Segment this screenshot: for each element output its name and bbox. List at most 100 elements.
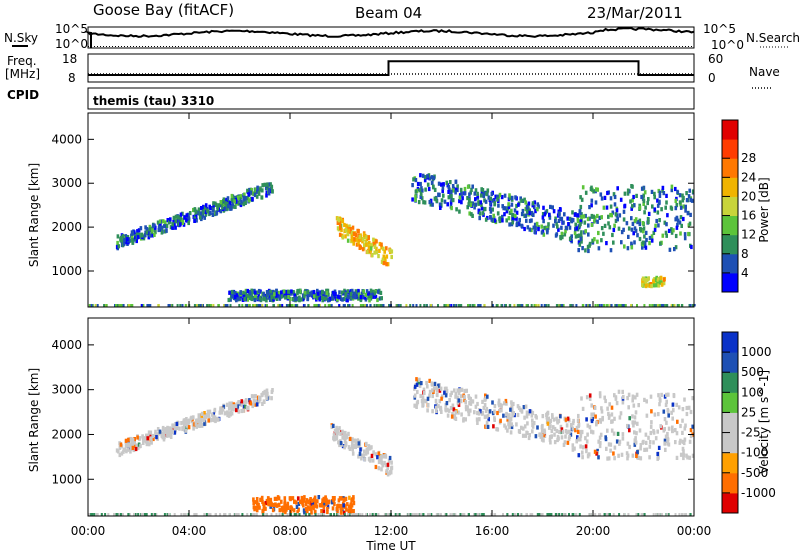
- data-cell: [348, 495, 351, 500]
- data-cell: [133, 439, 136, 444]
- data-cell: [346, 238, 350, 243]
- data-cell: [286, 501, 290, 506]
- data-cell: [672, 408, 675, 413]
- data-cell: [625, 221, 629, 226]
- data-cell: [580, 214, 583, 219]
- data-cell: [674, 428, 677, 433]
- data-cell: [226, 304, 229, 307]
- data-cell: [454, 179, 458, 184]
- data-cell: [568, 236, 572, 241]
- data-cell: [543, 212, 547, 217]
- data-cell: [385, 254, 389, 259]
- data-cell: [426, 174, 429, 179]
- data-cell: [510, 422, 513, 427]
- data-cell: [596, 239, 599, 244]
- data-cell: [283, 505, 286, 510]
- colorbar-swatch: [722, 392, 738, 413]
- data-cell: [312, 294, 316, 299]
- data-cell: [616, 431, 620, 436]
- data-cell: [594, 304, 597, 307]
- data-cell: [542, 433, 546, 438]
- data-cell: [687, 194, 691, 199]
- data-cell: [411, 513, 414, 516]
- data-cell: [335, 435, 339, 440]
- data-cell: [646, 200, 649, 206]
- data-cell: [363, 449, 366, 454]
- data-cell: [193, 218, 196, 223]
- data-cell: [456, 187, 459, 193]
- data-cell: [483, 206, 487, 212]
- data-cell: [226, 412, 229, 418]
- data-cell: [239, 290, 242, 295]
- data-cell: [389, 470, 393, 475]
- data-cell: [530, 227, 533, 233]
- data-cell: [215, 416, 219, 422]
- data-cell: [543, 225, 546, 230]
- data-cell: [693, 304, 696, 307]
- data-cell: [526, 431, 529, 436]
- data-cell: [537, 304, 540, 307]
- data-cell: [351, 447, 354, 452]
- data-cell: [270, 513, 273, 516]
- data-cell: [533, 304, 536, 307]
- data-cell: [89, 513, 91, 516]
- data-cell: [241, 297, 245, 302]
- data-cell: [96, 304, 99, 307]
- data-cell: [340, 509, 343, 514]
- data-cell: [199, 304, 202, 307]
- data-cell: [584, 436, 587, 441]
- colorbar-tick-label: 1000: [741, 345, 772, 359]
- data-cell: [185, 423, 188, 428]
- data-cell: [581, 445, 585, 450]
- data-cell: [508, 195, 512, 200]
- data-cell: [470, 187, 473, 192]
- data-cell: [168, 220, 171, 225]
- data-cell: [664, 205, 667, 210]
- data-cell: [276, 495, 280, 500]
- data-cell: [336, 506, 339, 511]
- data-cell: [647, 197, 650, 202]
- data-cell: [258, 399, 261, 404]
- data-cell: [369, 458, 372, 463]
- data-cell: [434, 398, 438, 403]
- data-cell: [150, 513, 153, 516]
- data-cell: [211, 212, 215, 217]
- data-cell: [689, 409, 693, 415]
- data-cell: [615, 208, 619, 213]
- data-cell: [462, 417, 465, 422]
- data-cell: [372, 513, 375, 516]
- data-cell: [429, 202, 433, 207]
- data-cell: [341, 235, 345, 240]
- data-cell: [590, 198, 594, 203]
- data-cell: [181, 220, 185, 225]
- data-cell: [493, 513, 496, 516]
- power-panel: [87, 112, 695, 308]
- data-cell: [154, 429, 157, 434]
- data-cell: [166, 425, 169, 430]
- data-cell: [294, 500, 298, 505]
- data-cell: [405, 304, 408, 307]
- data-cell: [589, 187, 593, 192]
- data-cell: [131, 238, 134, 243]
- data-cell: [568, 429, 571, 434]
- data-cell: [285, 290, 288, 295]
- data-cell: [377, 304, 380, 307]
- data-cell: [547, 304, 550, 307]
- data-cell: [606, 428, 609, 433]
- data-cell: [230, 198, 233, 203]
- data-cell: [520, 425, 523, 430]
- data-cell: [297, 501, 301, 506]
- data-cell: [317, 304, 320, 307]
- data-cell: [428, 513, 431, 516]
- data-cell: [613, 445, 617, 450]
- data-cell: [661, 185, 665, 190]
- data-cell: [271, 289, 275, 294]
- data-cell: [422, 200, 425, 205]
- data-cell: [458, 193, 462, 198]
- data-cell: [230, 193, 234, 199]
- data-cell: [156, 427, 160, 432]
- data-cell: [562, 513, 565, 516]
- data-cell: [626, 441, 630, 446]
- data-cell: [352, 497, 355, 502]
